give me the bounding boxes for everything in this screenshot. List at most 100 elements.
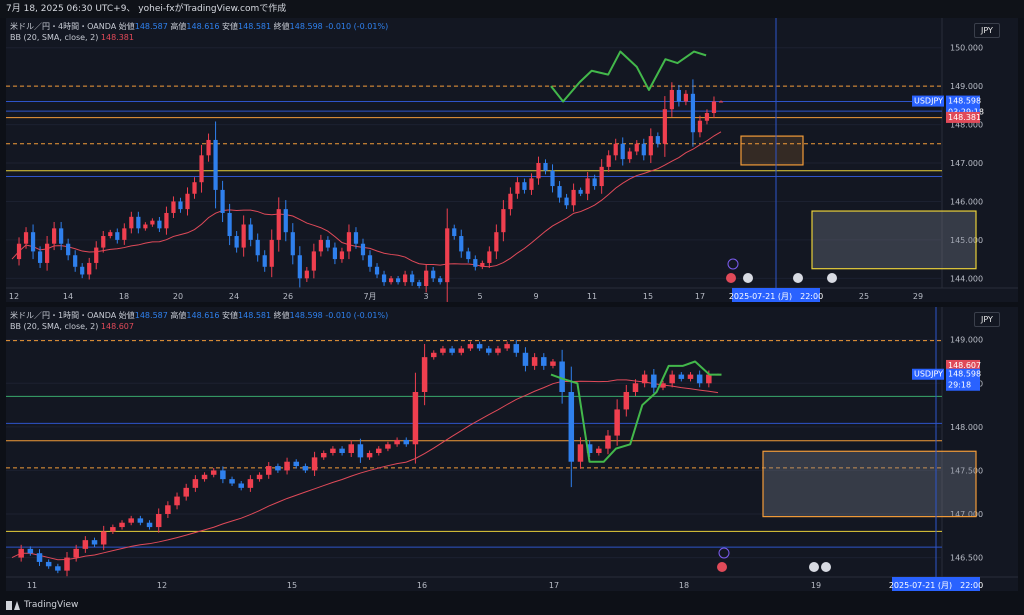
- candle-body: [119, 522, 125, 528]
- candle-body: [325, 239, 330, 248]
- chart-1h-svg[interactable]: 149.000148.500148.000147.500147.000146.5…: [6, 307, 1018, 591]
- x-tick-label: 15: [643, 292, 653, 301]
- candle-body: [620, 143, 625, 160]
- candle-body: [241, 224, 246, 248]
- y-tick-label: 148.000: [950, 121, 983, 130]
- x-tick-label: 9: [533, 292, 538, 301]
- legend-bb: BB (20, SMA, close, 2): [10, 33, 99, 42]
- candle-body: [346, 232, 352, 252]
- candle-body: [704, 113, 710, 121]
- candle-body: [115, 232, 120, 240]
- chart-4h[interactable]: 150.000 149.000 148.000 147.000 146.000 145.0…: [6, 18, 1018, 302]
- candle-body: [269, 239, 274, 267]
- candle-body: [234, 236, 239, 248]
- candle-body: [157, 220, 162, 229]
- candle-body: [101, 236, 106, 248]
- event-flag-icon: [726, 273, 736, 283]
- candle-body: [18, 548, 24, 558]
- legend-low-label: 安値: [222, 311, 239, 320]
- event-flag-icon: [717, 562, 727, 572]
- candle-body: [302, 466, 309, 471]
- price-label-background: [946, 368, 980, 391]
- candle-body: [669, 374, 675, 384]
- date-label-background: [732, 288, 820, 302]
- candle-body: [171, 201, 176, 213]
- us-flag-icon: [793, 273, 803, 283]
- candle-body: [36, 553, 43, 562]
- x-tick-label: 17: [695, 292, 705, 301]
- plot-background: [6, 18, 1018, 302]
- candle-body: [275, 466, 281, 471]
- candle-body: [366, 453, 373, 458]
- candle-body: [348, 444, 354, 453]
- candle-body: [290, 232, 295, 256]
- candle-body: [458, 348, 465, 353]
- candle-body: [220, 470, 226, 480]
- candle-body: [137, 518, 144, 523]
- legend-open-label: 始値: [118, 311, 135, 320]
- candle-body: [410, 274, 415, 283]
- x-tick-label: 17: [549, 581, 559, 590]
- legend-close-label: 終値: [273, 311, 290, 320]
- candle-body: [255, 239, 260, 256]
- candle-body: [559, 361, 565, 392]
- candle-body: [220, 189, 225, 213]
- candle-body: [284, 461, 290, 471]
- candle-body: [651, 374, 657, 388]
- candle-body: [73, 255, 78, 267]
- candle-body: [513, 344, 520, 353]
- candle-body: [339, 448, 345, 453]
- candle-body: [183, 487, 189, 497]
- candle-body: [605, 435, 611, 449]
- legend-high: 148.616: [186, 311, 220, 320]
- candle-body: [480, 262, 485, 267]
- date-label-background: [892, 577, 980, 591]
- tradingview-logo[interactable]: TradingView: [6, 596, 78, 615]
- candle-body: [696, 374, 703, 384]
- x-tick-label: 7月: [363, 292, 376, 301]
- candle-body: [697, 120, 703, 133]
- candle-body: [229, 479, 235, 484]
- date-label: 2025-07-21 (月) 22:00: [889, 581, 983, 590]
- currency-button[interactable]: JPY: [974, 312, 1000, 327]
- candle-body: [641, 374, 648, 384]
- candle-body: [59, 228, 64, 244]
- candle-body: [634, 143, 639, 152]
- candle-body: [178, 201, 183, 210]
- candle-body: [403, 274, 408, 283]
- y-tick-label: 149.000: [950, 82, 983, 91]
- x-tick-label: 25: [859, 292, 869, 301]
- candle-body: [136, 216, 141, 229]
- footer-brand: TradingView: [24, 600, 79, 610]
- candle-body: [238, 483, 244, 488]
- candle-body: [467, 344, 474, 349]
- lightning-icon: [718, 547, 730, 559]
- chart-1h[interactable]: 149.000148.500148.000147.500147.000146.5…: [6, 307, 1018, 591]
- candle-body: [150, 220, 155, 225]
- candle-body: [227, 212, 232, 237]
- candle-body: [412, 392, 419, 445]
- x-tick-label: 15: [287, 581, 297, 590]
- currency-button[interactable]: JPY: [974, 23, 1000, 38]
- legend-bb-value: 148.607: [100, 322, 134, 331]
- x-tick-label: 14: [63, 292, 73, 301]
- chart-4h-svg[interactable]: 150.000 149.000 148.000 147.000 146.000 145.0…: [6, 18, 1018, 302]
- candle-body: [614, 409, 620, 436]
- candle-body: [495, 348, 501, 353]
- candle-body: [522, 352, 529, 366]
- candle-body: [395, 278, 401, 283]
- candle-body: [403, 439, 410, 445]
- candle-body: [385, 444, 391, 449]
- legend-low: 148.581: [238, 22, 272, 31]
- candle-body: [27, 548, 34, 554]
- symbol-label-background: [912, 368, 944, 380]
- candle-body: [669, 89, 674, 110]
- candle-body: [357, 444, 364, 458]
- candle-body: [388, 278, 394, 283]
- price-label-countdown: 29:18: [948, 381, 971, 390]
- candle-body: [543, 163, 548, 171]
- candle-body: [192, 479, 199, 488]
- candle-body: [508, 193, 513, 210]
- candle-body: [660, 383, 666, 388]
- candle-body: [531, 357, 538, 366]
